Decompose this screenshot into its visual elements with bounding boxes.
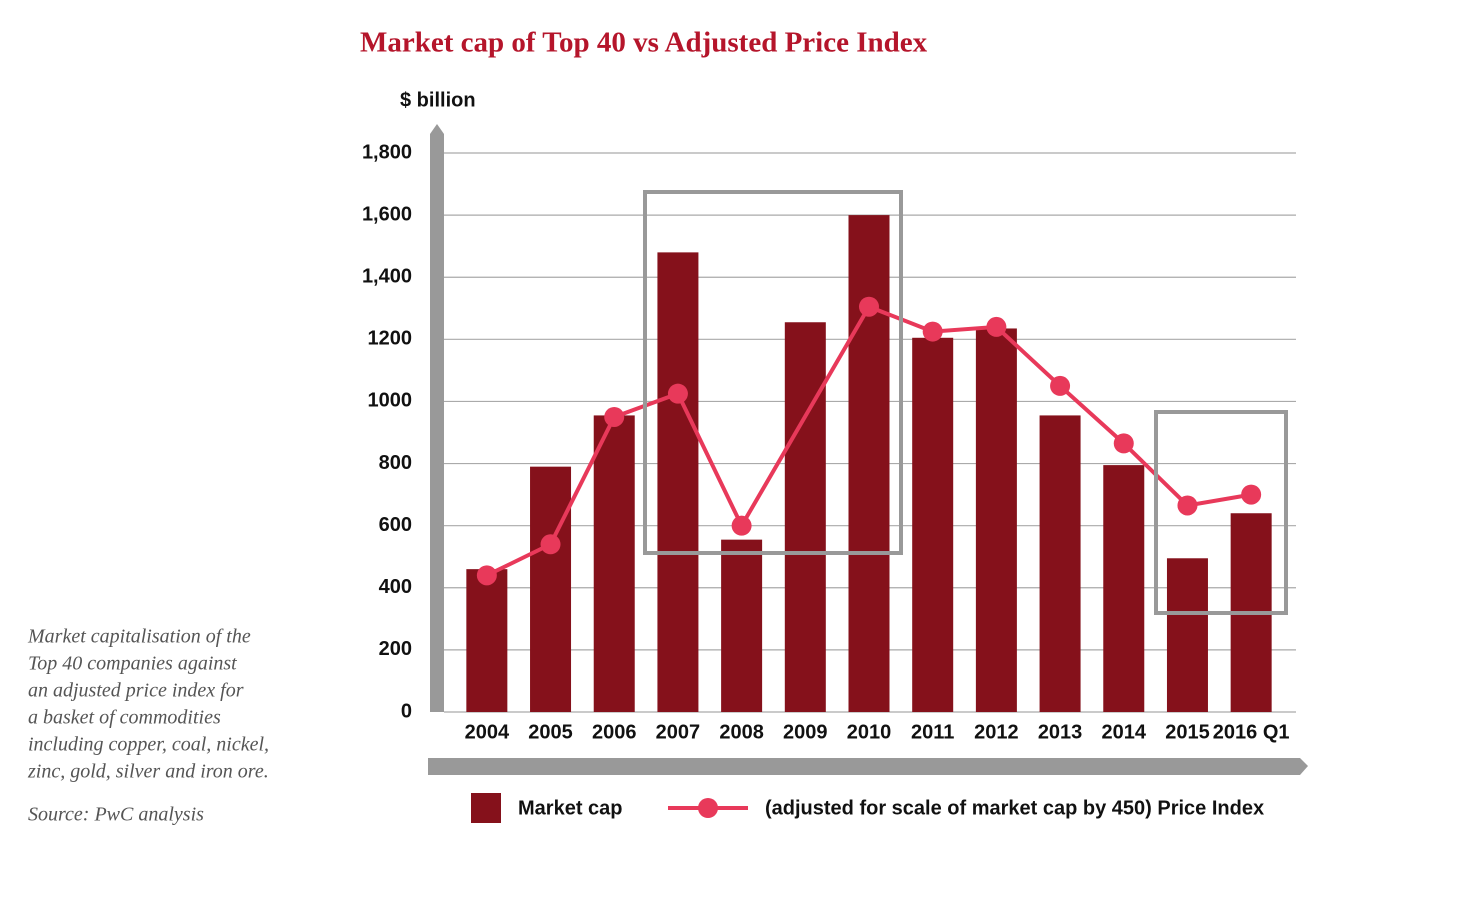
note-line: a basket of commodities	[28, 707, 221, 729]
bar	[784, 322, 826, 712]
chart-title: Market cap of Top 40 vs Adjusted Price I…	[360, 27, 928, 59]
legend-swatch	[698, 798, 718, 818]
y-tick-label: 1,400	[362, 266, 412, 288]
bar	[530, 466, 572, 712]
x-tick-label: 2006	[592, 721, 637, 743]
x-tick-label: 2016 Q1	[1213, 721, 1290, 743]
line-point	[1177, 495, 1198, 516]
legend-label: (adjusted for scale of market cap by 450…	[765, 797, 1264, 819]
line-point	[540, 534, 561, 555]
y-tick-label: 1,600	[362, 203, 412, 225]
x-tick-label: 2009	[783, 721, 828, 743]
line-point	[476, 565, 497, 586]
bar	[912, 337, 954, 712]
y-tick-label: 200	[379, 638, 412, 660]
line-point	[1050, 375, 1071, 396]
x-tick-label: 2012	[974, 721, 1019, 743]
bar	[1166, 558, 1208, 712]
y-tick-label: 0	[401, 700, 412, 722]
y-tick-label: 1200	[368, 328, 413, 350]
x-tick-label: 2004	[465, 721, 510, 743]
line-point	[986, 316, 1007, 337]
y-axis	[430, 124, 444, 712]
bar	[1103, 465, 1145, 712]
x-tick-label: 2015	[1165, 721, 1210, 743]
note-line: an adjusted price index for	[28, 680, 244, 702]
bar	[848, 215, 890, 712]
x-tick-label: 2007	[656, 721, 701, 743]
highlight-box	[643, 190, 903, 555]
line-point	[859, 296, 879, 317]
highlight-box	[1154, 410, 1288, 615]
bar	[657, 252, 699, 712]
bar	[975, 328, 1017, 712]
y-tick-label: 800	[379, 452, 412, 474]
x-axis	[428, 758, 1308, 775]
note-line: including copper, coal, nickel,	[28, 734, 269, 756]
x-tick-label: 2008	[719, 721, 764, 743]
source: Source: PwC analysis	[28, 804, 204, 826]
bar	[721, 539, 763, 712]
x-tick-label: 2011	[911, 721, 954, 743]
line-point	[667, 383, 688, 404]
bar	[593, 415, 635, 712]
y-axis-label: $ billion	[400, 89, 476, 111]
line-point	[1113, 433, 1134, 454]
x-tick-label: 2014	[1102, 721, 1147, 743]
y-tick-label: 600	[379, 514, 412, 536]
y-tick-label: 1,800	[362, 141, 412, 163]
line-point	[1241, 484, 1262, 505]
line-point	[922, 321, 943, 342]
y-tick-label: 400	[379, 576, 412, 598]
line-point	[731, 515, 752, 536]
x-tick-label: 2010	[847, 721, 892, 743]
bar	[1039, 415, 1081, 712]
bar	[466, 569, 508, 712]
y-tick-label: 1000	[368, 390, 413, 412]
note-line: Top 40 companies against	[28, 653, 237, 675]
x-tick-label: 2013	[1038, 721, 1083, 743]
legend-swatch	[471, 793, 501, 823]
note-line: zinc, gold, silver and iron ore.	[27, 761, 269, 783]
legend-label: Market cap	[518, 797, 623, 819]
line-point	[604, 406, 625, 427]
note-line: Market capitalisation of the	[27, 626, 251, 648]
x-tick-label: 2005	[528, 721, 573, 743]
